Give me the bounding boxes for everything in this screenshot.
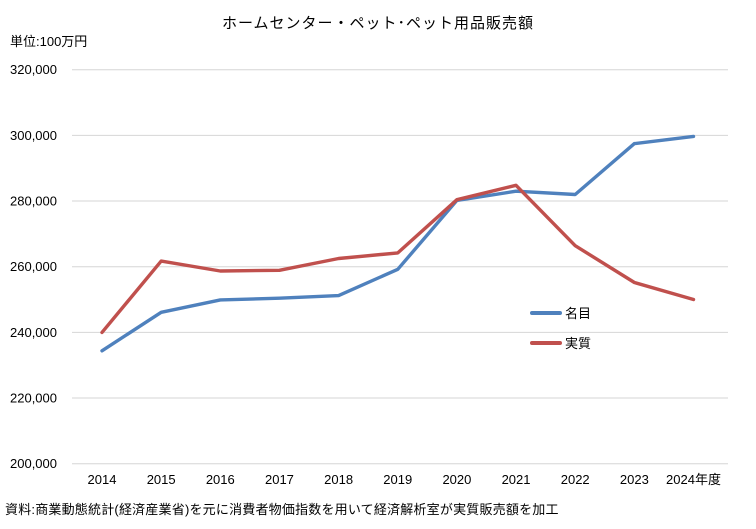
y-axis-tick-label: 200,000	[10, 456, 57, 471]
x-axis-tick-label: 2017	[265, 472, 294, 487]
x-axis-tick-label: 2021	[502, 472, 531, 487]
series-line-nominal	[100, 134, 696, 353]
x-axis-tick-label: 2014	[88, 472, 117, 487]
y-axis-tick-label: 260,000	[10, 259, 57, 274]
legend-label-nominal: 名目	[565, 306, 592, 321]
x-axis-tick-label: 2020	[442, 472, 471, 487]
x-axis-tick-label: 2023	[620, 472, 649, 487]
x-axis-tick-label: 2024年度	[666, 472, 721, 487]
legend-label-real: 実質	[565, 336, 592, 351]
axis-unit-label: 単位:100万円	[10, 34, 88, 49]
y-axis-tick-label: 280,000	[10, 194, 57, 209]
chart-title: ホームセンター・ペット･ペット用品販売額	[221, 15, 535, 32]
source-note: 資料:商業動態統計(経済産業省)を元に消費者物価指数を用いて経済解析室が実質販売…	[5, 502, 559, 517]
x-axis-tick-label: 2019	[383, 472, 412, 487]
series-lines	[100, 134, 696, 353]
y-axis-tick-label: 320,000	[10, 62, 57, 77]
y-axis-tick-labels: 320,000 300,000 280,000 260,000 240,000 220,0…	[10, 62, 57, 471]
legend: 名目 実質	[530, 303, 591, 352]
y-axis-tick-label: 240,000	[10, 325, 57, 340]
y-axis-tick-label: 220,000	[10, 391, 57, 406]
legend-item-nominal: 名目	[530, 303, 591, 322]
x-axis-tick-labels: 2014 2015 2016 2017 2018 2019 2020 2021 2022 2023…	[88, 472, 721, 487]
y-axis-tick-label: 300,000	[10, 128, 57, 143]
nominal-series-swatch	[530, 310, 562, 315]
x-axis-tick-label: 2022	[561, 472, 590, 487]
series-line-real	[100, 183, 696, 335]
x-axis-tick-label: 2015	[147, 472, 176, 487]
gridlines	[72, 69, 728, 465]
x-axis-tick-label: 2016	[206, 472, 235, 487]
legend-item-real: 実質	[530, 333, 591, 352]
real-series-swatch	[530, 340, 562, 345]
x-axis-tick-label: 2018	[324, 472, 353, 487]
